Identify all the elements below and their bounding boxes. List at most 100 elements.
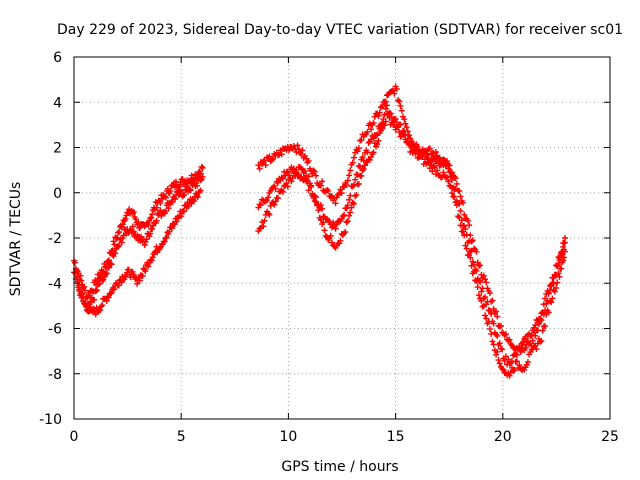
data-point (483, 315, 490, 322)
data-point (178, 213, 185, 220)
data-point (397, 102, 404, 109)
data-point (467, 254, 474, 261)
data-point (76, 286, 83, 293)
data-point (461, 211, 468, 218)
data-point (403, 124, 410, 131)
data-point (181, 192, 188, 199)
data-point (194, 194, 201, 201)
data-point (272, 198, 279, 205)
data-point (499, 365, 506, 372)
data-point (451, 194, 458, 201)
data-point (127, 274, 134, 281)
data-point (194, 182, 201, 189)
data-point (116, 242, 123, 249)
data-point (546, 282, 553, 289)
data-point (488, 310, 495, 317)
data-point (452, 175, 459, 182)
data-point (513, 351, 520, 358)
data-point (310, 167, 317, 174)
data-point (368, 154, 375, 161)
data-point (493, 351, 500, 358)
data-point (344, 177, 351, 184)
data-point (475, 292, 482, 299)
data-point (445, 178, 452, 185)
data-point (157, 200, 164, 207)
data-point (537, 315, 544, 322)
data-point (305, 173, 312, 180)
data-point (344, 218, 351, 225)
data-point (395, 123, 402, 130)
data-point (352, 193, 359, 200)
data-point (271, 201, 278, 208)
y-tick-label: -6 (48, 322, 62, 338)
data-point (188, 172, 195, 179)
data-point (191, 198, 198, 205)
data-point (478, 297, 485, 304)
data-point (295, 146, 302, 153)
data-point (73, 274, 80, 281)
data-point (477, 279, 484, 286)
data-point (467, 248, 474, 255)
data-point (119, 235, 126, 242)
data-point (482, 294, 489, 301)
data-point (320, 219, 327, 226)
data-point (457, 222, 464, 229)
data-point (260, 158, 267, 165)
data-point (466, 222, 473, 229)
data-point (177, 188, 184, 195)
data-point (132, 216, 139, 223)
data-point (93, 287, 100, 294)
data-point (496, 340, 503, 347)
data-point (310, 193, 317, 200)
data-point (477, 262, 484, 269)
data-point (494, 313, 501, 320)
data-point (323, 186, 330, 193)
data-point (122, 215, 129, 222)
data-point (347, 167, 354, 174)
data-point (147, 230, 154, 237)
data-point (83, 304, 90, 311)
data-point (105, 294, 112, 301)
data-point (350, 200, 357, 207)
data-point (377, 104, 384, 111)
data-point (283, 180, 290, 187)
data-point (153, 204, 160, 211)
data-point (342, 228, 349, 235)
data-point (274, 152, 281, 159)
data-point (499, 346, 506, 353)
data-point (396, 129, 403, 136)
data-point (279, 175, 286, 182)
data-point (440, 169, 447, 176)
y-tick-label: 0 (53, 186, 62, 202)
data-point (529, 337, 536, 344)
data-point (350, 182, 357, 189)
data-point (489, 297, 496, 304)
data-point (384, 102, 391, 109)
data-point (484, 298, 491, 305)
data-point (433, 149, 440, 156)
data-point (480, 272, 487, 279)
data-point (352, 176, 359, 183)
data-point (375, 112, 382, 119)
data-point (270, 155, 277, 162)
data-point (263, 197, 270, 204)
data-point (82, 287, 89, 294)
data-point (374, 141, 381, 148)
data-point (505, 356, 512, 363)
data-point (305, 157, 312, 164)
data-point (171, 194, 178, 201)
data-point (501, 332, 508, 339)
data-point (372, 132, 379, 139)
data-point (333, 221, 340, 228)
data-point (444, 174, 451, 181)
data-point (266, 153, 273, 160)
data-point (187, 187, 194, 194)
data-point (129, 223, 136, 230)
data-point (332, 225, 339, 232)
data-point (462, 242, 469, 249)
data-point (110, 238, 117, 245)
data-point (339, 213, 346, 220)
data-point (353, 191, 360, 198)
series-track-1 (71, 163, 206, 301)
data-point (496, 360, 503, 367)
